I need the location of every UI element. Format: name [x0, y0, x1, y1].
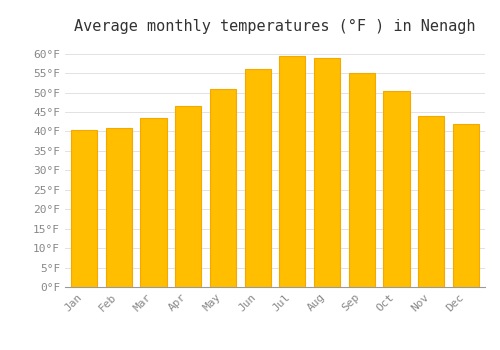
Bar	[418, 116, 444, 287]
Bar	[71, 130, 97, 287]
Bar	[314, 57, 340, 287]
Bar	[453, 124, 479, 287]
Bar	[106, 127, 132, 287]
Bar	[210, 89, 236, 287]
Bar	[175, 106, 201, 287]
Bar	[280, 56, 305, 287]
Title: Average monthly temperatures (°F ) in Nenagh: Average monthly temperatures (°F ) in Ne…	[74, 19, 476, 34]
Bar	[384, 91, 409, 287]
Bar	[140, 118, 166, 287]
Bar	[349, 73, 375, 287]
Bar	[244, 69, 270, 287]
